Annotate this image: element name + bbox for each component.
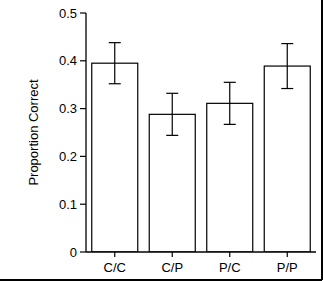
bar xyxy=(149,114,195,252)
y-tick xyxy=(80,251,86,252)
error-stem xyxy=(114,43,115,84)
error-cap xyxy=(109,42,121,43)
x-tick xyxy=(229,252,230,257)
error-cap xyxy=(109,83,121,84)
chart: 0 0.1 0.2 0.3 0.4 0.5 C/C C/P P/C P/P Proportion C… xyxy=(0,0,323,281)
y-tick xyxy=(80,60,86,61)
error-cap xyxy=(281,88,293,89)
x-axis xyxy=(86,251,316,252)
error-stem xyxy=(172,93,173,135)
x-tick-label: P/P xyxy=(277,260,298,275)
x-tick-label: C/P xyxy=(161,260,183,275)
bar xyxy=(207,103,253,252)
error-cap xyxy=(166,135,178,136)
y-tick-label: 0.4 xyxy=(59,53,77,68)
y-tick-label: 0.5 xyxy=(59,6,77,21)
error-bar xyxy=(109,43,121,84)
error-bar xyxy=(166,93,178,135)
frame xyxy=(0,279,322,281)
frame xyxy=(321,0,323,280)
y-tick xyxy=(80,204,86,205)
y-tick-label: 0 xyxy=(70,245,77,260)
y-tick-label: 0.2 xyxy=(59,149,77,164)
error-cap xyxy=(224,82,236,83)
error-stem xyxy=(287,44,288,89)
error-bar xyxy=(281,44,293,89)
y-tick xyxy=(80,156,86,157)
bar xyxy=(264,66,310,252)
error-cap xyxy=(281,43,293,44)
x-tick xyxy=(287,252,288,257)
y-axis xyxy=(85,13,86,252)
x-tick xyxy=(114,252,115,257)
bar xyxy=(92,63,138,252)
y-tick xyxy=(80,12,86,13)
error-stem xyxy=(229,82,230,124)
y-axis-label: Proportion Correct xyxy=(26,79,41,186)
x-tick xyxy=(172,252,173,257)
y-tick xyxy=(80,108,86,109)
error-bar xyxy=(224,82,236,124)
x-tick-label: P/C xyxy=(219,260,241,275)
bars xyxy=(92,43,311,252)
error-cap xyxy=(166,93,178,94)
y-tick-label: 0.3 xyxy=(59,101,77,116)
error-cap xyxy=(224,124,236,125)
y-tick-label: 0.1 xyxy=(59,197,77,212)
x-tick-label: C/C xyxy=(104,260,126,275)
